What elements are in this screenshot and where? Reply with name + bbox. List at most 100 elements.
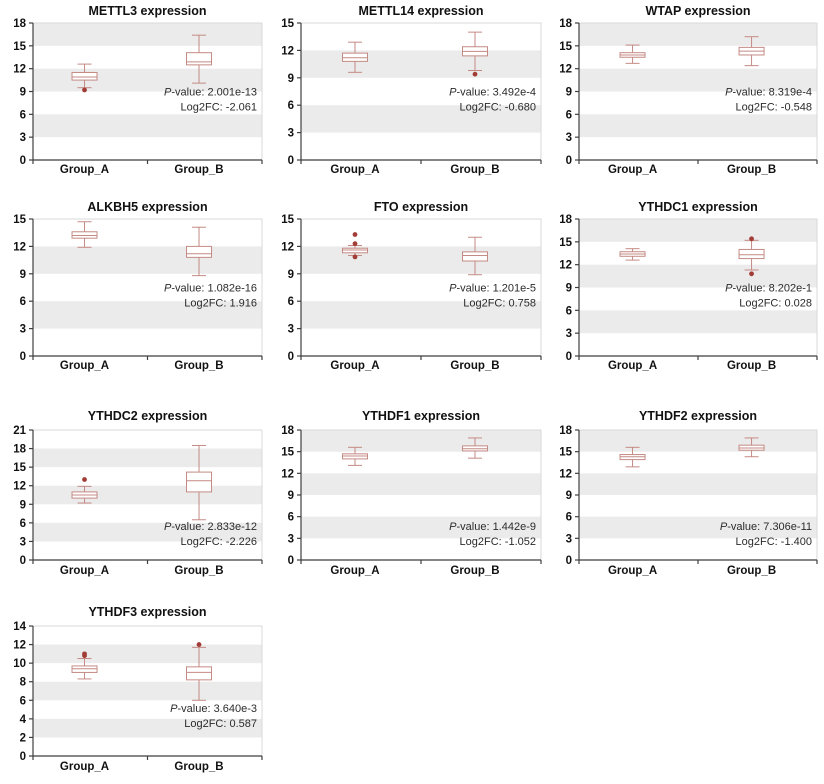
p-value-text: P-value: 1.082e-16 [164, 283, 257, 295]
box-group_b [462, 437, 488, 459]
outlier-point [352, 241, 358, 247]
x-category-label: Group_B [727, 360, 776, 372]
boxplot-svg: 0 3 6 9 12 15 ALKBH5 expression Group_A Group_B P… [13, 200, 263, 372]
panel-title: ALKBH5 expression [87, 200, 207, 214]
boxplot-svg: 0 3 6 9 12 15 18 YTHDF1 expression Group_A Group_… [281, 409, 542, 577]
x-category-label: Group_B [727, 164, 776, 176]
log2fc-number: -1.052 [505, 536, 536, 548]
x-category-label: Group_A [608, 164, 657, 176]
p-value-text: P-value: 1.201e-5 [449, 283, 536, 295]
y-tick-label: 3 [20, 324, 26, 336]
y-tick-label: 8 [20, 677, 27, 689]
y-tick-label: 6 [20, 695, 26, 707]
x-category-label: Group_A [60, 360, 109, 372]
outlier-point [749, 236, 754, 242]
box-group_a [342, 41, 368, 73]
log2fc-label: Log2FC: [184, 298, 229, 310]
y-tick-label: 4 [20, 714, 27, 726]
box-group_b [186, 444, 213, 521]
boxplot-panel-mettl14: 0 3 6 9 12 15 METTL14 expression Group_A Group_B… [275, 0, 550, 196]
y-tick-label: 12 [13, 241, 26, 253]
y-tick-label: 12 [281, 468, 294, 480]
x-category-label: Group_B [174, 164, 223, 176]
box-group_b [462, 236, 488, 276]
p-value-number: 1.082e-16 [207, 283, 257, 295]
box-group_b [738, 36, 765, 67]
grid-band [33, 114, 262, 138]
box-group_b [738, 437, 765, 458]
p-value-number: 3.492e-4 [493, 87, 536, 99]
box-group_a [619, 446, 646, 468]
grid-band [579, 516, 817, 539]
grid-band [301, 516, 541, 539]
p-value-number: 2.833e-12 [207, 521, 257, 533]
x-category-label: Group_A [60, 565, 109, 577]
y-tick-label: 15 [13, 41, 26, 53]
grid-band [33, 246, 262, 274]
p-value-number: 3.640e-3 [214, 703, 257, 715]
boxplot-panel-ythdf3: 0 2 4 6 8 10 12 14 YTHDF3 expression Group_A Group… [0, 588, 275, 784]
p-value-number: 2.001e-13 [207, 87, 257, 99]
panel-title: FTO expression [374, 200, 468, 214]
p-label-rest: -value: [171, 521, 207, 533]
log2fc-text: Log2FC: -1.052 [460, 536, 536, 548]
y-tick-label: 12 [559, 260, 572, 272]
p-label-italic: P [164, 283, 172, 295]
y-tick-label: 0 [20, 555, 26, 567]
box-group_b [186, 642, 213, 701]
log2fc-label: Log2FC: [181, 102, 226, 114]
y-tick-label: 18 [559, 214, 572, 226]
iqr-box [71, 71, 98, 81]
box-group_a [342, 446, 368, 466]
box-group_a [619, 248, 646, 261]
grid-band [33, 522, 262, 542]
log2fc-text: Log2FC: 1.916 [184, 298, 257, 310]
x-category-label: Group_B [174, 761, 223, 773]
log2fc-label: Log2FC: [184, 718, 229, 730]
log2fc-number: 1.916 [229, 298, 257, 310]
p-label-rest: -value: [732, 87, 768, 99]
grid-band [33, 485, 262, 505]
boxplot-panel-ythdc1: 0 3 6 9 12 15 18 YTHDC1 expression Group_A Group_… [550, 196, 824, 392]
y-tick-label: 9 [566, 283, 572, 295]
p-label-rest: -value: [456, 521, 492, 533]
grid-band [579, 114, 817, 138]
box-group_a [342, 232, 368, 260]
y-tick-label: 9 [288, 73, 294, 85]
p-label-italic: P [725, 87, 733, 99]
y-tick-label: 3 [20, 132, 26, 144]
log2fc-label: Log2FC: [739, 298, 784, 310]
boxplot-panel-alkbh5: 0 3 6 9 12 15 ALKBH5 expression Group_A Group_B P… [0, 196, 275, 392]
y-tick-label: 6 [20, 109, 26, 121]
iqr-box [186, 471, 213, 493]
p-label-italic: P [725, 283, 733, 295]
y-tick-label: 3 [288, 324, 294, 336]
y-tick-label: 2 [20, 732, 26, 744]
y-tick-label: 12 [13, 64, 26, 76]
y-tick-label: 6 [20, 296, 26, 308]
boxplot-panel-wtap: 0 3 6 9 12 15 18 WTAP expression Group_A Group_B P… [550, 0, 824, 196]
panel-title: METTL14 expression [358, 4, 483, 18]
boxplot-panel-ythdc2: 0 3 6 9 12 15 18 21 YTHDC2 expression Group_A Grou… [0, 392, 275, 588]
log2fc-label: Log2FC: [460, 536, 505, 548]
log2fc-number: -0.548 [781, 102, 812, 114]
p-label-rest: -value: [171, 283, 207, 295]
log2fc-number: 0.587 [229, 718, 257, 730]
log2fc-text: Log2FC: -2.061 [181, 102, 257, 114]
p-value-text: P-value: 8.319e-4 [725, 87, 812, 99]
outlier-point [82, 87, 87, 93]
y-tick-label: 3 [288, 533, 294, 545]
y-tick-label: 6 [288, 512, 294, 524]
boxplot-svg: 0 3 6 9 12 15 18 WTAP expression Group_A Group_B P… [559, 4, 818, 176]
p-label-italic: P [164, 87, 172, 99]
p-value-text: P-value: 3.640e-3 [170, 703, 257, 715]
grid-band [301, 473, 541, 495]
outlier-point [352, 254, 358, 260]
x-category-label: Group_A [330, 360, 379, 372]
grid-band [33, 681, 262, 701]
box-group_a [71, 477, 98, 504]
log2fc-number: -2.061 [226, 102, 257, 114]
y-tick-label: 3 [288, 128, 294, 140]
log2fc-text: Log2FC: -2.226 [181, 536, 257, 548]
x-category-label: Group_B [450, 164, 499, 176]
